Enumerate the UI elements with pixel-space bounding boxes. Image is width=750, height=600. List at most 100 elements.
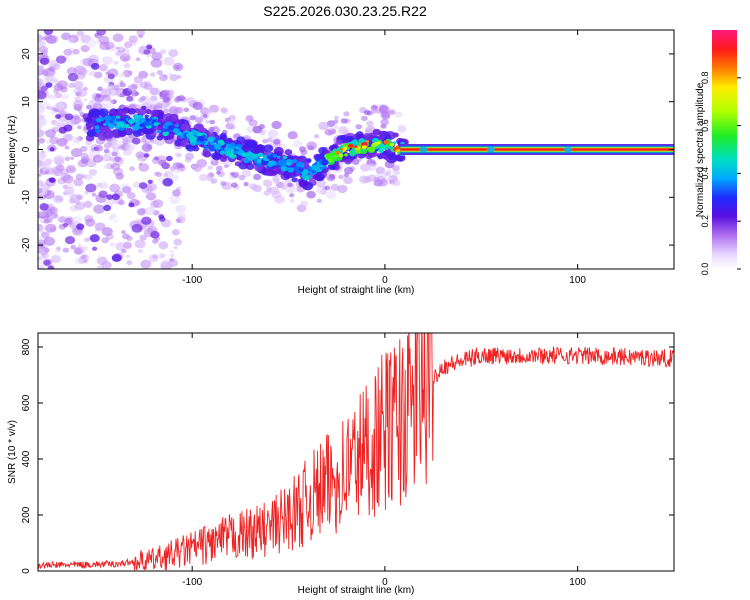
spectrogram-cell bbox=[150, 230, 160, 239]
spectrogram-cell bbox=[198, 173, 209, 182]
spectrogram-cell bbox=[104, 115, 112, 122]
spectrogram-cell bbox=[65, 165, 77, 174]
spectrogram-cell bbox=[375, 173, 380, 178]
spectrogram-cell bbox=[52, 165, 63, 175]
spectrogram-cell bbox=[217, 139, 225, 145]
spectrogram-cell bbox=[91, 246, 98, 251]
spectrogram-cell bbox=[150, 95, 157, 101]
spectrogram-cell bbox=[113, 60, 119, 65]
spectrogram-cell bbox=[93, 204, 105, 214]
spectrogram-cell bbox=[162, 131, 169, 137]
spectrogram-cell bbox=[70, 156, 75, 160]
spectrogram-cell bbox=[155, 171, 163, 178]
spectrogram-cell bbox=[78, 256, 87, 264]
spectrogram-cell bbox=[173, 245, 178, 250]
spectrogram-cell bbox=[327, 130, 334, 136]
spectrogram-cell bbox=[229, 125, 236, 130]
spectrogram-cell bbox=[102, 94, 111, 102]
spectrogram-cell bbox=[45, 82, 53, 88]
spectrogram-cell bbox=[233, 150, 239, 155]
spectrogram-cell bbox=[80, 152, 89, 159]
spectrogram-cell bbox=[101, 237, 109, 244]
spectrogram-cell bbox=[55, 55, 67, 64]
spectrogram-cell bbox=[380, 118, 389, 126]
spectrogram-cell bbox=[325, 190, 337, 200]
spectrogram-cell bbox=[68, 198, 76, 204]
spectrogram-cell bbox=[52, 194, 64, 204]
spectrogram-cell bbox=[127, 84, 137, 92]
spectrogram-cell bbox=[46, 105, 53, 110]
spectrogram-cell bbox=[330, 184, 340, 192]
spectrogram-cell bbox=[189, 137, 197, 143]
spectrogram-cell bbox=[74, 120, 79, 124]
spectrogram-cell bbox=[206, 176, 213, 182]
spectrogram-cell bbox=[71, 216, 82, 225]
spectrogram-cell bbox=[56, 246, 61, 250]
spectrogram-cell bbox=[44, 158, 53, 166]
spectrogram-cell bbox=[344, 158, 352, 165]
spectrogram-cell bbox=[38, 227, 41, 231]
spectrogram-cell bbox=[292, 158, 298, 163]
spectrogram-cell bbox=[86, 126, 92, 131]
carrier-band bbox=[400, 148, 674, 151]
spectrogram-cell bbox=[419, 146, 428, 153]
snr-y-ticks: 0 200 400 600 800 bbox=[21, 338, 674, 574]
spectrogram-cell bbox=[241, 152, 247, 157]
spectrogram-cell bbox=[38, 234, 42, 241]
spectrogram-cell bbox=[121, 230, 126, 234]
spectrogram-cell bbox=[387, 153, 397, 160]
spectrogram-cell bbox=[162, 172, 169, 178]
spectrogram-cell bbox=[292, 140, 303, 148]
spectrogram-cell bbox=[208, 172, 214, 177]
spectrogram-cell bbox=[92, 154, 104, 163]
spectrogram-cell bbox=[119, 92, 126, 98]
colorbar-label: Normalized spectral amplitude bbox=[695, 82, 706, 217]
spectrogram-cell bbox=[300, 200, 309, 208]
spectrogram-cell bbox=[378, 104, 388, 112]
spectrogram-cell bbox=[51, 106, 57, 111]
snr-y-label: SNR (10 * v/v) bbox=[7, 420, 18, 484]
spectrogram-cell bbox=[315, 186, 326, 195]
spectrogram-cell bbox=[155, 102, 163, 109]
spectrogram-cell bbox=[253, 147, 261, 153]
spectrogram-cell bbox=[279, 158, 287, 165]
spectrogram-cell bbox=[118, 72, 126, 78]
spectrogram-cell bbox=[280, 184, 287, 190]
spectrogram-cell bbox=[390, 142, 395, 147]
spectrogram-cell bbox=[64, 186, 75, 195]
spectrogram-cell bbox=[45, 217, 53, 223]
spectrogram-cell bbox=[122, 186, 132, 194]
colorbar-tick-label: 0.8 bbox=[700, 72, 710, 85]
spectrogram-cell bbox=[136, 118, 141, 122]
spectrogram-cell bbox=[273, 138, 281, 145]
spectrogram-cell bbox=[207, 165, 213, 170]
spectrogram-cell bbox=[53, 155, 65, 165]
spectrogram-cell bbox=[165, 155, 173, 162]
spectrogram-cell bbox=[337, 174, 344, 180]
spectrogram-cell bbox=[98, 108, 109, 117]
spectrogram-cell bbox=[200, 127, 208, 133]
spectrogram-cell bbox=[70, 244, 76, 250]
spectrogram-cell bbox=[124, 123, 130, 129]
spectrogram-cell bbox=[150, 58, 163, 68]
spectrogram-cell bbox=[208, 126, 215, 132]
snr-y-tick-label: 200 bbox=[21, 506, 32, 523]
spectrogram-cell bbox=[392, 164, 400, 172]
spectrogram-cell bbox=[107, 84, 115, 91]
spectrogram-cell bbox=[333, 124, 339, 129]
colorbar-tick-label: 0.4 bbox=[700, 167, 710, 180]
spectrogram-cell bbox=[64, 156, 71, 161]
spectrogram-cell bbox=[262, 179, 273, 187]
spectrogram-cell bbox=[98, 35, 110, 45]
spectrogram-cell bbox=[139, 123, 145, 128]
spectrogram-cell bbox=[276, 155, 281, 159]
page-title: S225.2026.030.23.25.R22 bbox=[263, 3, 427, 19]
spectrogram-cell bbox=[126, 95, 134, 102]
spectrogram-cell bbox=[282, 155, 288, 160]
spectrogram-cell bbox=[216, 170, 221, 175]
spectrogram-cell bbox=[158, 241, 169, 250]
spectrogram-cell bbox=[107, 73, 115, 80]
spectrogram-cell bbox=[366, 120, 374, 127]
spectrogram-cell bbox=[62, 174, 74, 184]
